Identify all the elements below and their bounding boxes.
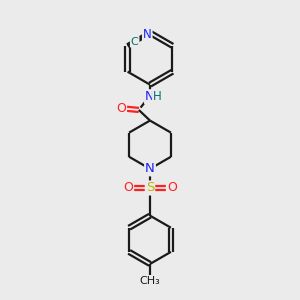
Text: O: O (123, 182, 133, 194)
Text: N: N (143, 28, 152, 41)
Text: H: H (153, 90, 162, 103)
Text: S: S (146, 182, 154, 194)
Text: O: O (116, 102, 126, 115)
Text: N: N (145, 162, 155, 175)
Text: C: C (131, 37, 139, 46)
Text: O: O (167, 182, 177, 194)
Text: N: N (145, 90, 154, 103)
Text: CH₃: CH₃ (140, 276, 160, 286)
